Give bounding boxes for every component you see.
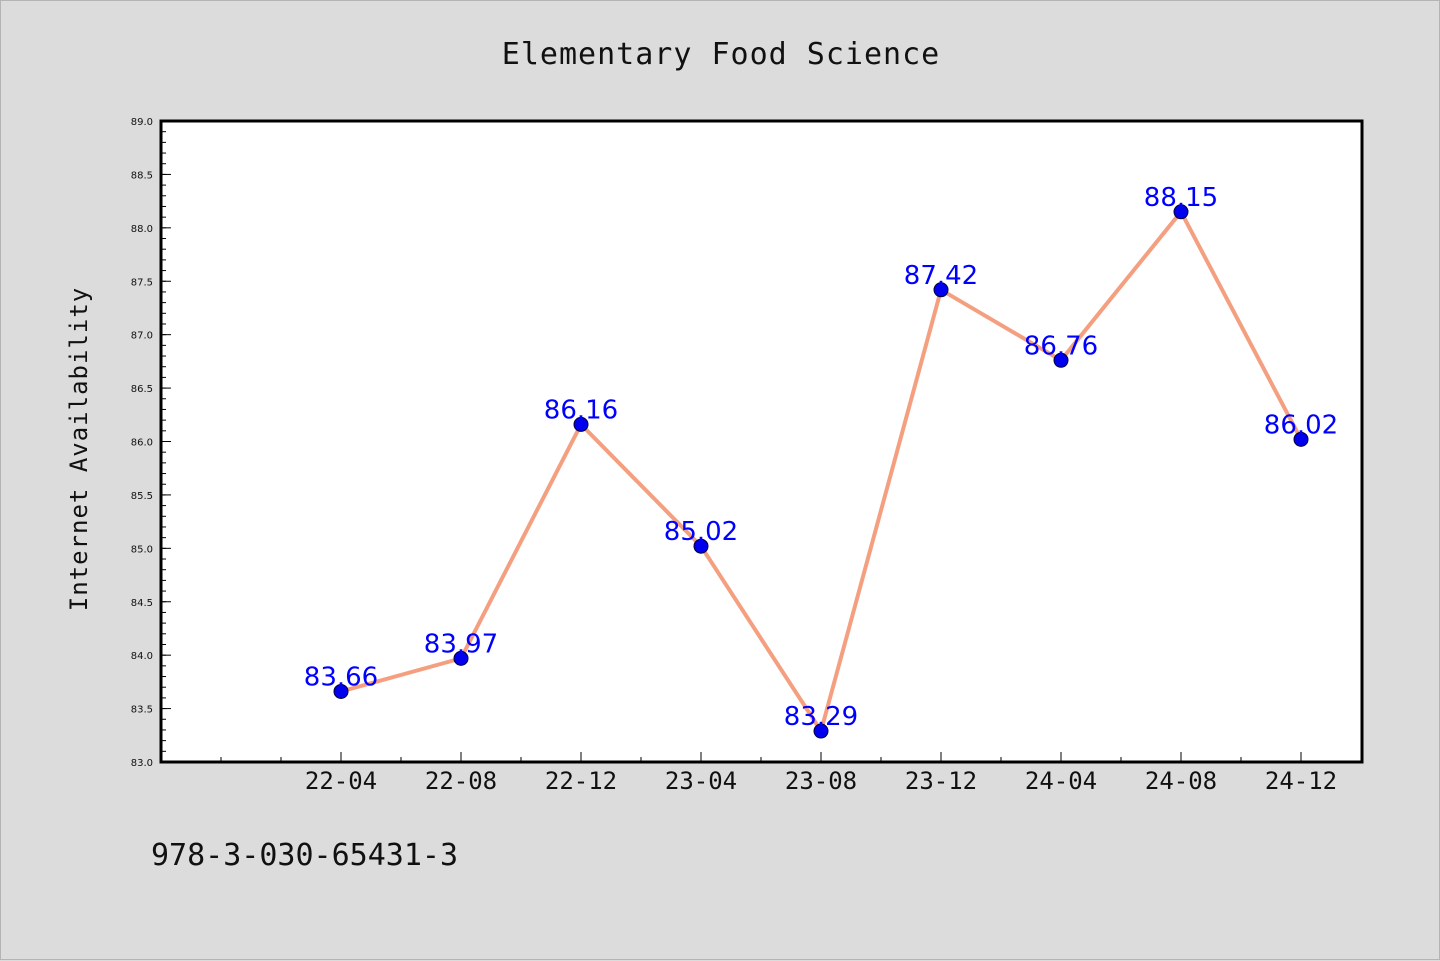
data-label: 83.97 [424,629,498,659]
data-label: 83.29 [784,702,858,732]
plot-area [161,121,1362,762]
plot-frame [159,119,1364,764]
data-point [1173,204,1189,220]
data-label: 85.02 [664,517,738,547]
data-point [693,538,709,554]
x-tick-label: 22-04 [305,767,377,795]
x-tick-label: 23-08 [785,767,857,795]
y-tick-label: 83.5 [131,705,153,716]
data-label: 87.42 [904,261,978,291]
data-point [573,416,589,432]
x-tick-label: 23-04 [665,767,737,795]
x-tick-label: 24-08 [1145,767,1217,795]
x-tick-label: 24-12 [1265,767,1337,795]
x-tick-label: 22-12 [545,767,617,795]
y-tick-label: 85.5 [131,491,153,502]
x-tick-label: 22-08 [425,767,497,795]
y-tick-label: 85.0 [131,544,153,555]
x-tick-label: 24-04 [1025,767,1097,795]
y-tick-label: 89.0 [131,117,153,128]
data-point [333,683,349,699]
y-tick-label: 88.5 [131,170,153,181]
y-tick-label: 84.0 [131,651,153,662]
labels-layer: 83.66 83.97 86.16 85.02 83.29 87.42 86.76 88.15… [304,183,1338,732]
data-label: 86.02 [1264,410,1338,440]
y-tick-label: 86.5 [131,384,153,395]
data-label: 88.15 [1144,183,1218,213]
chart-title: Elementary Food Science [502,37,940,72]
y-tick-label: 87.5 [131,277,153,288]
data-point [453,650,469,666]
data-point [933,282,949,298]
data-label: 83.66 [304,662,378,692]
y-tick-label: 84.5 [131,598,153,609]
x-tick-label: 23-12 [905,767,977,795]
y-axis-label: Internet Availability [65,287,93,611]
data-point [1293,431,1309,447]
data-label: 86.76 [1024,331,1098,361]
y-tick-label: 86.0 [131,438,153,449]
ticks-layer: 83.0 83.5 84.0 84.5 85.0 85.5 86.0 86.5 87.0 87.5… [131,117,1362,795]
data-point [813,723,829,739]
y-tick-label: 87.0 [131,331,153,342]
data-label: 86.16 [544,395,618,425]
isbn-text: 978-3-030-65431-3 [151,838,458,873]
data-point [1053,352,1069,368]
markers-layer [333,204,1309,739]
y-tick-label: 88.0 [131,224,153,235]
y-tick-label: 83.0 [131,758,153,769]
